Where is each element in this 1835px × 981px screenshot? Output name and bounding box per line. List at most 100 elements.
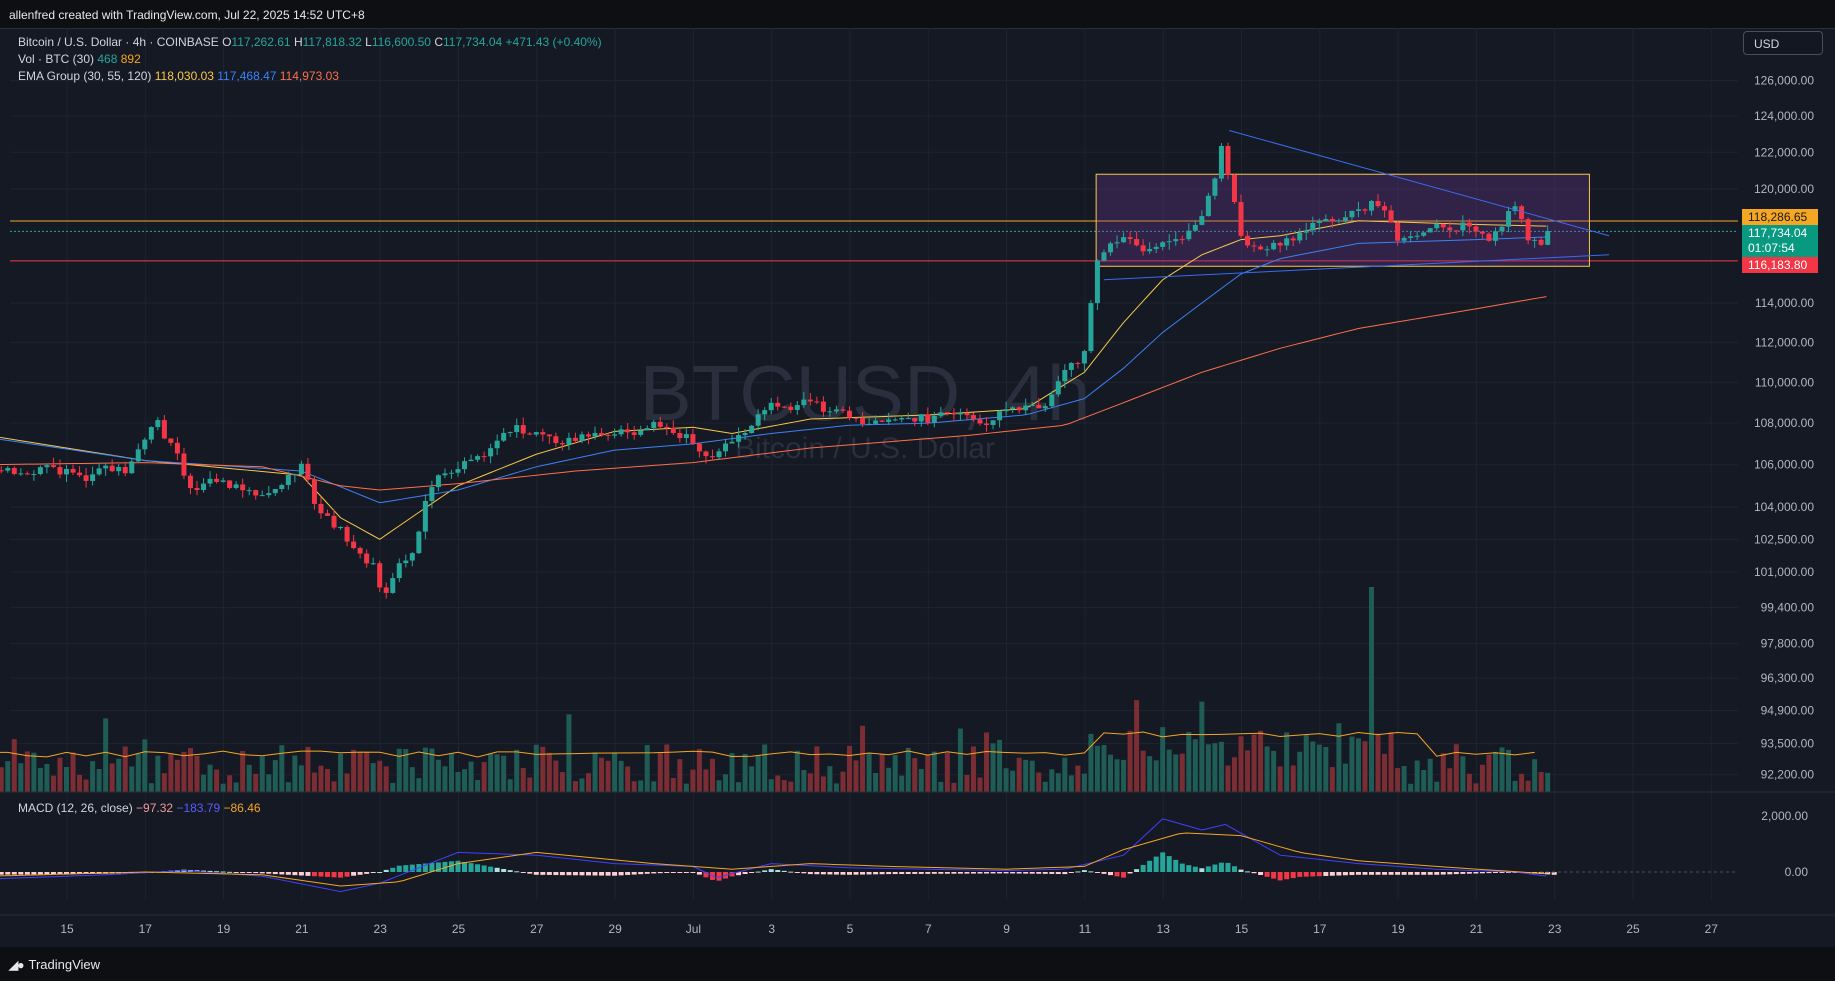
macd-histogram-bar — [1042, 872, 1048, 874]
tradingview-logo[interactable]: ◢● TradingView — [9, 957, 100, 972]
candle-body — [520, 425, 526, 434]
volume-bar — [918, 768, 924, 792]
volume-bar — [1479, 764, 1485, 792]
candle-body — [625, 429, 631, 433]
candle-body — [677, 433, 683, 439]
macd-histogram-bar — [879, 872, 885, 875]
symbol-label[interactable]: Bitcoin / U.S. Dollar · 4h · COINBASE — [18, 35, 219, 49]
candle-body — [1010, 407, 1016, 410]
macd-histogram-bar — [246, 872, 252, 873]
candle-body — [657, 421, 663, 427]
candle-body — [148, 427, 154, 440]
candle-body — [142, 439, 148, 450]
candle-body — [390, 578, 396, 593]
macd-histogram-bar — [1140, 865, 1146, 872]
volume-bar — [1525, 780, 1531, 792]
macd-histogram-bar — [1147, 860, 1153, 872]
candle-body — [103, 465, 109, 469]
change-value: +471.43 (+0.40%) — [505, 35, 602, 49]
candle-body — [1179, 239, 1185, 241]
volume-bar — [142, 739, 148, 792]
macd-histogram-bar — [1492, 872, 1498, 873]
candle-body — [984, 423, 990, 426]
y-tick-label: 96,300.00 — [1761, 671, 1815, 685]
volume-bar — [155, 755, 161, 792]
volume-bar — [729, 753, 735, 792]
volume-bar — [1179, 753, 1185, 792]
candle-body — [181, 453, 187, 476]
price-chart[interactable]: BTCUSD, 4h Bitcoin / U.S. Dollar 126,000… — [0, 28, 1835, 947]
volume-bar — [520, 768, 526, 792]
volume-bar — [174, 759, 180, 792]
x-tick-label: 17 — [139, 922, 153, 936]
volume-bar — [749, 766, 755, 792]
candle-body — [383, 587, 389, 593]
range-box-rect — [1095, 173, 1590, 267]
macd-histogram-bar — [853, 872, 859, 875]
volume-bar — [944, 752, 950, 792]
volume-bar — [442, 766, 448, 792]
candle-body — [357, 548, 363, 554]
macd-histogram-bar — [494, 867, 500, 872]
candle-body — [1245, 235, 1251, 246]
x-tick-label: 7 — [925, 922, 932, 936]
volume-label[interactable]: Vol · BTC (30) — [18, 52, 95, 66]
volume-bar — [1036, 772, 1042, 792]
legend-volume: Vol · BTC (30) 468 892 — [18, 52, 141, 66]
macd-label[interactable]: MACD (12, 26, close) — [18, 801, 133, 815]
macd-histogram-bar — [344, 872, 350, 877]
candle-body — [664, 426, 670, 428]
currency-button[interactable]: USD — [1743, 31, 1823, 55]
candle-body — [1147, 248, 1153, 252]
macd-histogram-bar — [272, 872, 278, 875]
candle-body — [1434, 223, 1440, 229]
ema-label[interactable]: EMA Group (30, 55, 120) — [18, 69, 152, 83]
volume-bar — [1408, 783, 1414, 792]
macd-histogram-bar — [905, 872, 911, 874]
macd-histogram-bar — [390, 867, 396, 872]
x-tick-label: 15 — [60, 922, 74, 936]
triangle-lines[interactable] — [1103, 130, 1610, 281]
candle-body — [990, 420, 996, 426]
candle-body — [272, 489, 278, 494]
candle-body — [338, 526, 344, 528]
macd-histogram-bar — [1290, 872, 1296, 879]
macd-histogram-bar — [957, 872, 963, 874]
volume-bar — [18, 763, 24, 792]
candle-body — [1538, 239, 1544, 245]
volume-bar — [214, 769, 220, 792]
macd-histogram-bar — [377, 872, 383, 873]
candle-body — [1016, 407, 1022, 411]
macd-histogram-bar — [351, 872, 357, 876]
macd-histogram-bar — [703, 872, 709, 878]
last-price-badge — [1742, 225, 1818, 257]
range-box[interactable] — [1095, 173, 1590, 267]
candle-body — [1473, 226, 1479, 232]
candle-body — [1466, 222, 1472, 227]
candle-body — [709, 456, 715, 458]
candle-body — [1192, 224, 1198, 231]
candle-body — [161, 420, 167, 439]
y-tick-label: 92,200.00 — [1761, 768, 1815, 782]
candle-body — [246, 490, 252, 492]
chart-frame[interactable] — [0, 28, 1835, 948]
volume-bar — [1395, 768, 1401, 792]
candle-body — [416, 531, 422, 554]
volume-bar — [696, 748, 702, 792]
candle-body — [638, 430, 644, 435]
candle-body — [96, 468, 102, 475]
volume-bar — [148, 783, 154, 792]
candle-body — [1486, 233, 1492, 241]
candle-body — [201, 483, 207, 490]
candle-body — [1205, 195, 1211, 217]
candle-body — [775, 402, 781, 407]
macd-histogram-bar — [807, 872, 813, 875]
macd-histogram-bar — [553, 872, 559, 876]
macd-histogram-bar — [1238, 869, 1244, 872]
volume-bar — [96, 768, 102, 792]
candle-body — [24, 473, 30, 475]
attribution-bar: allenfred created with TradingView.com, … — [0, 0, 1835, 28]
triangle-line — [1229, 130, 1610, 237]
candle-body — [912, 417, 918, 422]
volume-bar — [794, 750, 800, 792]
